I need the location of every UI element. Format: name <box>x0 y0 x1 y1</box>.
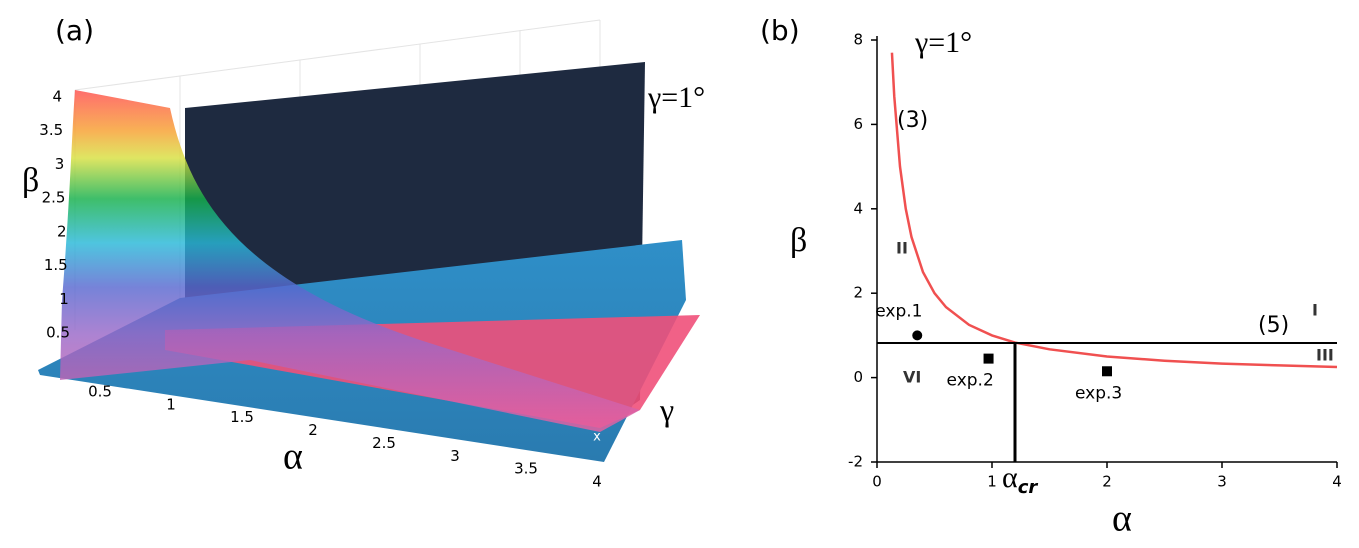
marker-x: x <box>593 430 601 445</box>
x-tick-label: 3.5 <box>514 460 538 478</box>
exp-point <box>912 330 923 341</box>
region-label: VI <box>903 368 921 387</box>
x-tick-label: 1 <box>987 473 997 491</box>
annotation: γ=1° <box>914 26 972 59</box>
x-tick-label: 0 <box>872 473 882 491</box>
y-tick-label: 1 <box>59 290 69 308</box>
panel-label: (a) <box>55 14 94 47</box>
y-tick-label: -2 <box>848 453 863 471</box>
panel-label: (b) <box>760 14 800 47</box>
region-label: I <box>1312 301 1318 320</box>
exp-label: exp.2 <box>947 371 994 391</box>
x-tick-label: 3 <box>450 447 460 465</box>
y-axis-label: β <box>790 222 807 259</box>
x-tick-label: 4 <box>592 473 602 491</box>
region-label: II <box>896 239 908 258</box>
y-tick-label: 3 <box>55 155 65 173</box>
y-tick-label: 1.5 <box>44 256 68 274</box>
y-tick-label: 8 <box>853 31 863 49</box>
x-tick-label: 2.5 <box>372 434 396 452</box>
y-tick-label: 0.5 <box>46 324 70 342</box>
y-tick-label: 3.5 <box>39 121 63 139</box>
x-tick-label: 3 <box>1217 473 1227 491</box>
curve-label: (3) <box>897 108 928 133</box>
alpha-cr-main: α <box>1002 461 1018 494</box>
y-tick-label: 6 <box>853 115 863 133</box>
x-tick-label: 4 <box>1332 473 1342 491</box>
exp-label: exp.3 <box>1075 383 1122 403</box>
annotation: γ=1° <box>647 81 705 114</box>
series-line <box>890 52 1338 369</box>
x-tick-label: 1.5 <box>230 408 254 426</box>
y-tick-label: 2.5 <box>42 189 66 207</box>
x-tick-label: 2 <box>1102 473 1112 491</box>
exp-point <box>983 353 994 364</box>
curve-label: (5) <box>1258 313 1289 338</box>
panel-a-surfaces: x <box>38 19 700 462</box>
y-axis-label: β <box>22 162 39 199</box>
alpha-cr-sub: cr <box>1018 477 1039 498</box>
exp-label: exp.1 <box>875 301 922 321</box>
y-tick-label: 4 <box>52 88 62 106</box>
x-axis-label: α <box>283 436 303 478</box>
y-tick-label: 0 <box>853 368 863 386</box>
y-tick-label: 2 <box>853 284 863 302</box>
exp-point <box>1102 366 1112 377</box>
region-label: III <box>1316 346 1334 365</box>
x-tick-label: 0.5 <box>88 383 112 401</box>
x-axis-label: α <box>1112 498 1132 540</box>
y-tick-label: 4 <box>853 199 863 217</box>
x-tick-label: 2 <box>308 421 318 439</box>
surface-rainbow <box>60 90 640 432</box>
z-axis-label: γ <box>659 391 674 427</box>
x-tick-label: 1 <box>166 395 176 413</box>
y-tick-label: 2 <box>57 222 67 240</box>
alpha-cr-label: αcr <box>1002 461 1038 498</box>
